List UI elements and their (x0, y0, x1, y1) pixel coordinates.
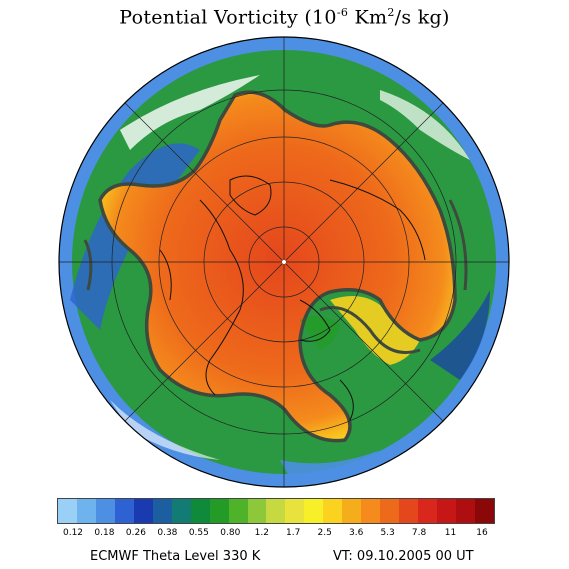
legend-tick: 0.12 (62, 528, 84, 538)
map-title: Potential Vorticity (10-6 Km2/s kg) (119, 6, 450, 29)
legend-tick: 0.80 (220, 528, 241, 538)
level-label: ECMWF Theta Level 330 K (90, 549, 261, 564)
legend-swatch (323, 499, 343, 523)
legend-swatch (304, 499, 324, 523)
valid-time-label: VT: 09.10.2005 00 UT (333, 549, 474, 564)
legend-tick: 5.3 (380, 528, 395, 538)
legend-tick-labels: 0.12 0.18 0.26 0.38 0.55 0.80 1.2 1.7 2.5 3.6 5.3 7… (57, 528, 495, 542)
legend-swatch (114, 499, 134, 523)
legend-swatch (285, 499, 305, 523)
legend-swatch (456, 499, 475, 523)
legend-tick: 3.6 (348, 528, 364, 538)
legend-tick: 1.2 (254, 528, 269, 538)
legend-tick: 2.5 (317, 528, 332, 538)
legend-tick: 7.8 (411, 528, 427, 538)
legend-swatch (380, 499, 400, 523)
legend-tick: 0.55 (188, 528, 209, 538)
legend-swatch (171, 499, 191, 523)
legend-tick: 1.7 (286, 528, 301, 538)
legend-swatch (247, 499, 267, 523)
pv-contour (98, 90, 457, 443)
legend-swatch (474, 499, 494, 523)
legend-swatch (58, 499, 77, 523)
legend-swatch (437, 499, 457, 523)
legend-swatch (266, 499, 286, 523)
coastlines (159, 175, 426, 421)
color-legend (57, 498, 495, 524)
legend-swatch (228, 499, 248, 523)
legend-swatch (152, 499, 172, 523)
legend-swatch (133, 499, 153, 523)
legend-swatch (399, 499, 419, 523)
legend-swatch (76, 499, 96, 523)
legend-swatch (190, 499, 210, 523)
legend-swatch (209, 499, 229, 523)
legend-tick: 0.38 (157, 528, 178, 538)
legend-tick: 0.18 (94, 528, 115, 538)
legend-tick: 11 (444, 528, 457, 538)
legend-swatch (361, 499, 381, 523)
legend-swatch (342, 499, 362, 523)
legend-swatch (95, 499, 115, 523)
legend-tick: 16 (476, 528, 488, 538)
legend-tick: 0.26 (125, 528, 146, 538)
legend-swatch (418, 499, 438, 523)
